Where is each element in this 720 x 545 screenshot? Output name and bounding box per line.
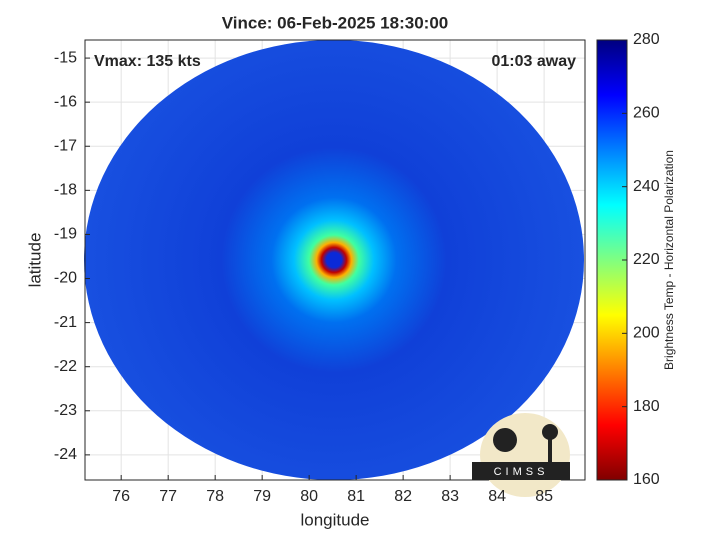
colorbar-tick-label: 240 bbox=[633, 178, 660, 195]
colorbar-tick-label: 220 bbox=[633, 251, 660, 268]
x-tick-label: 80 bbox=[300, 488, 318, 505]
colorbar-tick-label: 280 bbox=[633, 31, 660, 48]
colorbar-tick-label: 180 bbox=[633, 398, 660, 415]
colorbar-tick-label: 160 bbox=[633, 471, 660, 488]
chart-title: Vince: 06-Feb-2025 18:30:00 bbox=[222, 13, 448, 32]
logo: CIMSS bbox=[472, 413, 570, 497]
x-tick-label: 81 bbox=[347, 488, 365, 505]
satellite-image bbox=[84, 40, 584, 480]
x-tick-label: 82 bbox=[394, 488, 412, 505]
x-tick-label: 79 bbox=[253, 488, 271, 505]
y-tick-label: -21 bbox=[54, 314, 77, 331]
logo-text: CIMSS bbox=[494, 466, 549, 478]
x-tick-label: 78 bbox=[206, 488, 224, 505]
x-tick-label: 83 bbox=[441, 488, 459, 505]
annotation: 01:03 away bbox=[491, 53, 576, 70]
y-tick-label: -17 bbox=[54, 137, 77, 154]
annotation: Vmax: 135 kts bbox=[94, 53, 201, 70]
y-tick-label: -18 bbox=[54, 182, 77, 199]
x-tick-label: 85 bbox=[535, 488, 553, 505]
y-tick-label: -15 bbox=[54, 49, 77, 66]
plot-frame bbox=[84, 39, 586, 481]
y-tick-label: -16 bbox=[54, 93, 77, 110]
y-tick-label: -23 bbox=[54, 402, 77, 419]
x-tick-label: 77 bbox=[159, 488, 177, 505]
y-axis-label: latitude bbox=[25, 233, 44, 288]
y-tick-label: -20 bbox=[54, 270, 77, 287]
y-tick-label: -24 bbox=[54, 446, 77, 463]
colorbar-tick-label: 200 bbox=[633, 325, 660, 342]
y-tick-label: -19 bbox=[54, 226, 77, 243]
colorbar-tick-label: 260 bbox=[633, 105, 660, 122]
x-tick-label: 84 bbox=[488, 488, 506, 505]
y-tick-label: -22 bbox=[54, 358, 77, 375]
x-axis-label: longitude bbox=[300, 510, 369, 529]
colorbar-label: Brightness Temp - Horizontal Polarizatio… bbox=[662, 150, 676, 370]
x-tick-label: 76 bbox=[112, 488, 130, 505]
